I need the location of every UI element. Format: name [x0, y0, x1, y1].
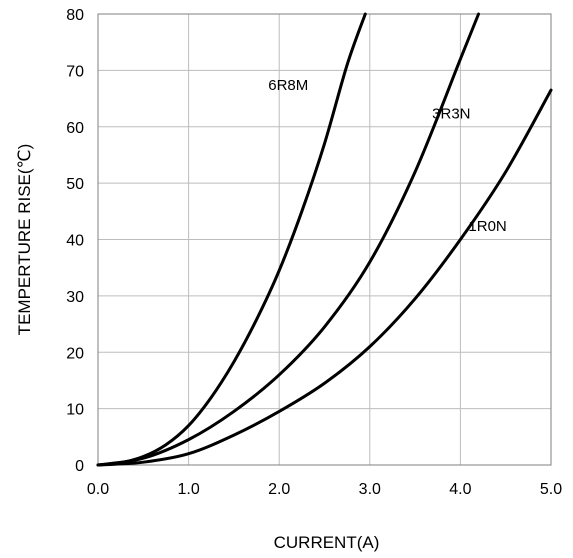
- y-tick-label: 50: [66, 176, 84, 193]
- x-tick-labels: 0.0 1.0 2.0 3.0 4.0 5.0: [87, 481, 562, 498]
- series-labels: 6R8M 3R3N 1R0N: [268, 77, 507, 235]
- series-label-3r3n: 3R3N: [432, 105, 470, 122]
- y-tick-labels: 0 10 20 30 40 50 60 70 80: [66, 7, 84, 475]
- y-tick-label: 20: [66, 345, 84, 362]
- y-tick-label: 70: [66, 63, 84, 80]
- y-tick-label: 60: [66, 120, 84, 137]
- x-tick-label: 2.0: [268, 481, 290, 498]
- y-tick-label: 0: [75, 458, 84, 475]
- plot-frame: [97, 13, 552, 466]
- x-tick-label: 1.0: [177, 481, 199, 498]
- series-label-1r0n: 1R0N: [468, 218, 506, 235]
- x-tick-label: 3.0: [359, 481, 381, 498]
- y-tick-label: 30: [66, 289, 84, 306]
- grid: [97, 13, 552, 466]
- y-tick-label: 40: [66, 233, 84, 250]
- series-line-6r8m: [96, 12, 367, 467]
- series-label-6r8m: 6R8M: [268, 77, 308, 94]
- x-tick-label: 5.0: [540, 481, 562, 498]
- y-axis-title: TEMPERTURE RISE(℃): [15, 144, 34, 336]
- x-tick-label: 0.0: [87, 481, 109, 498]
- x-tick-label: 4.0: [449, 481, 471, 498]
- series-layer: [96, 12, 553, 467]
- y-tick-label: 80: [66, 7, 84, 24]
- x-axis-title: CURRENT(A): [274, 533, 380, 552]
- y-tick-label: 10: [66, 402, 84, 419]
- series-line-3r3n: [96, 12, 481, 467]
- series-line-1r0n: [96, 88, 553, 467]
